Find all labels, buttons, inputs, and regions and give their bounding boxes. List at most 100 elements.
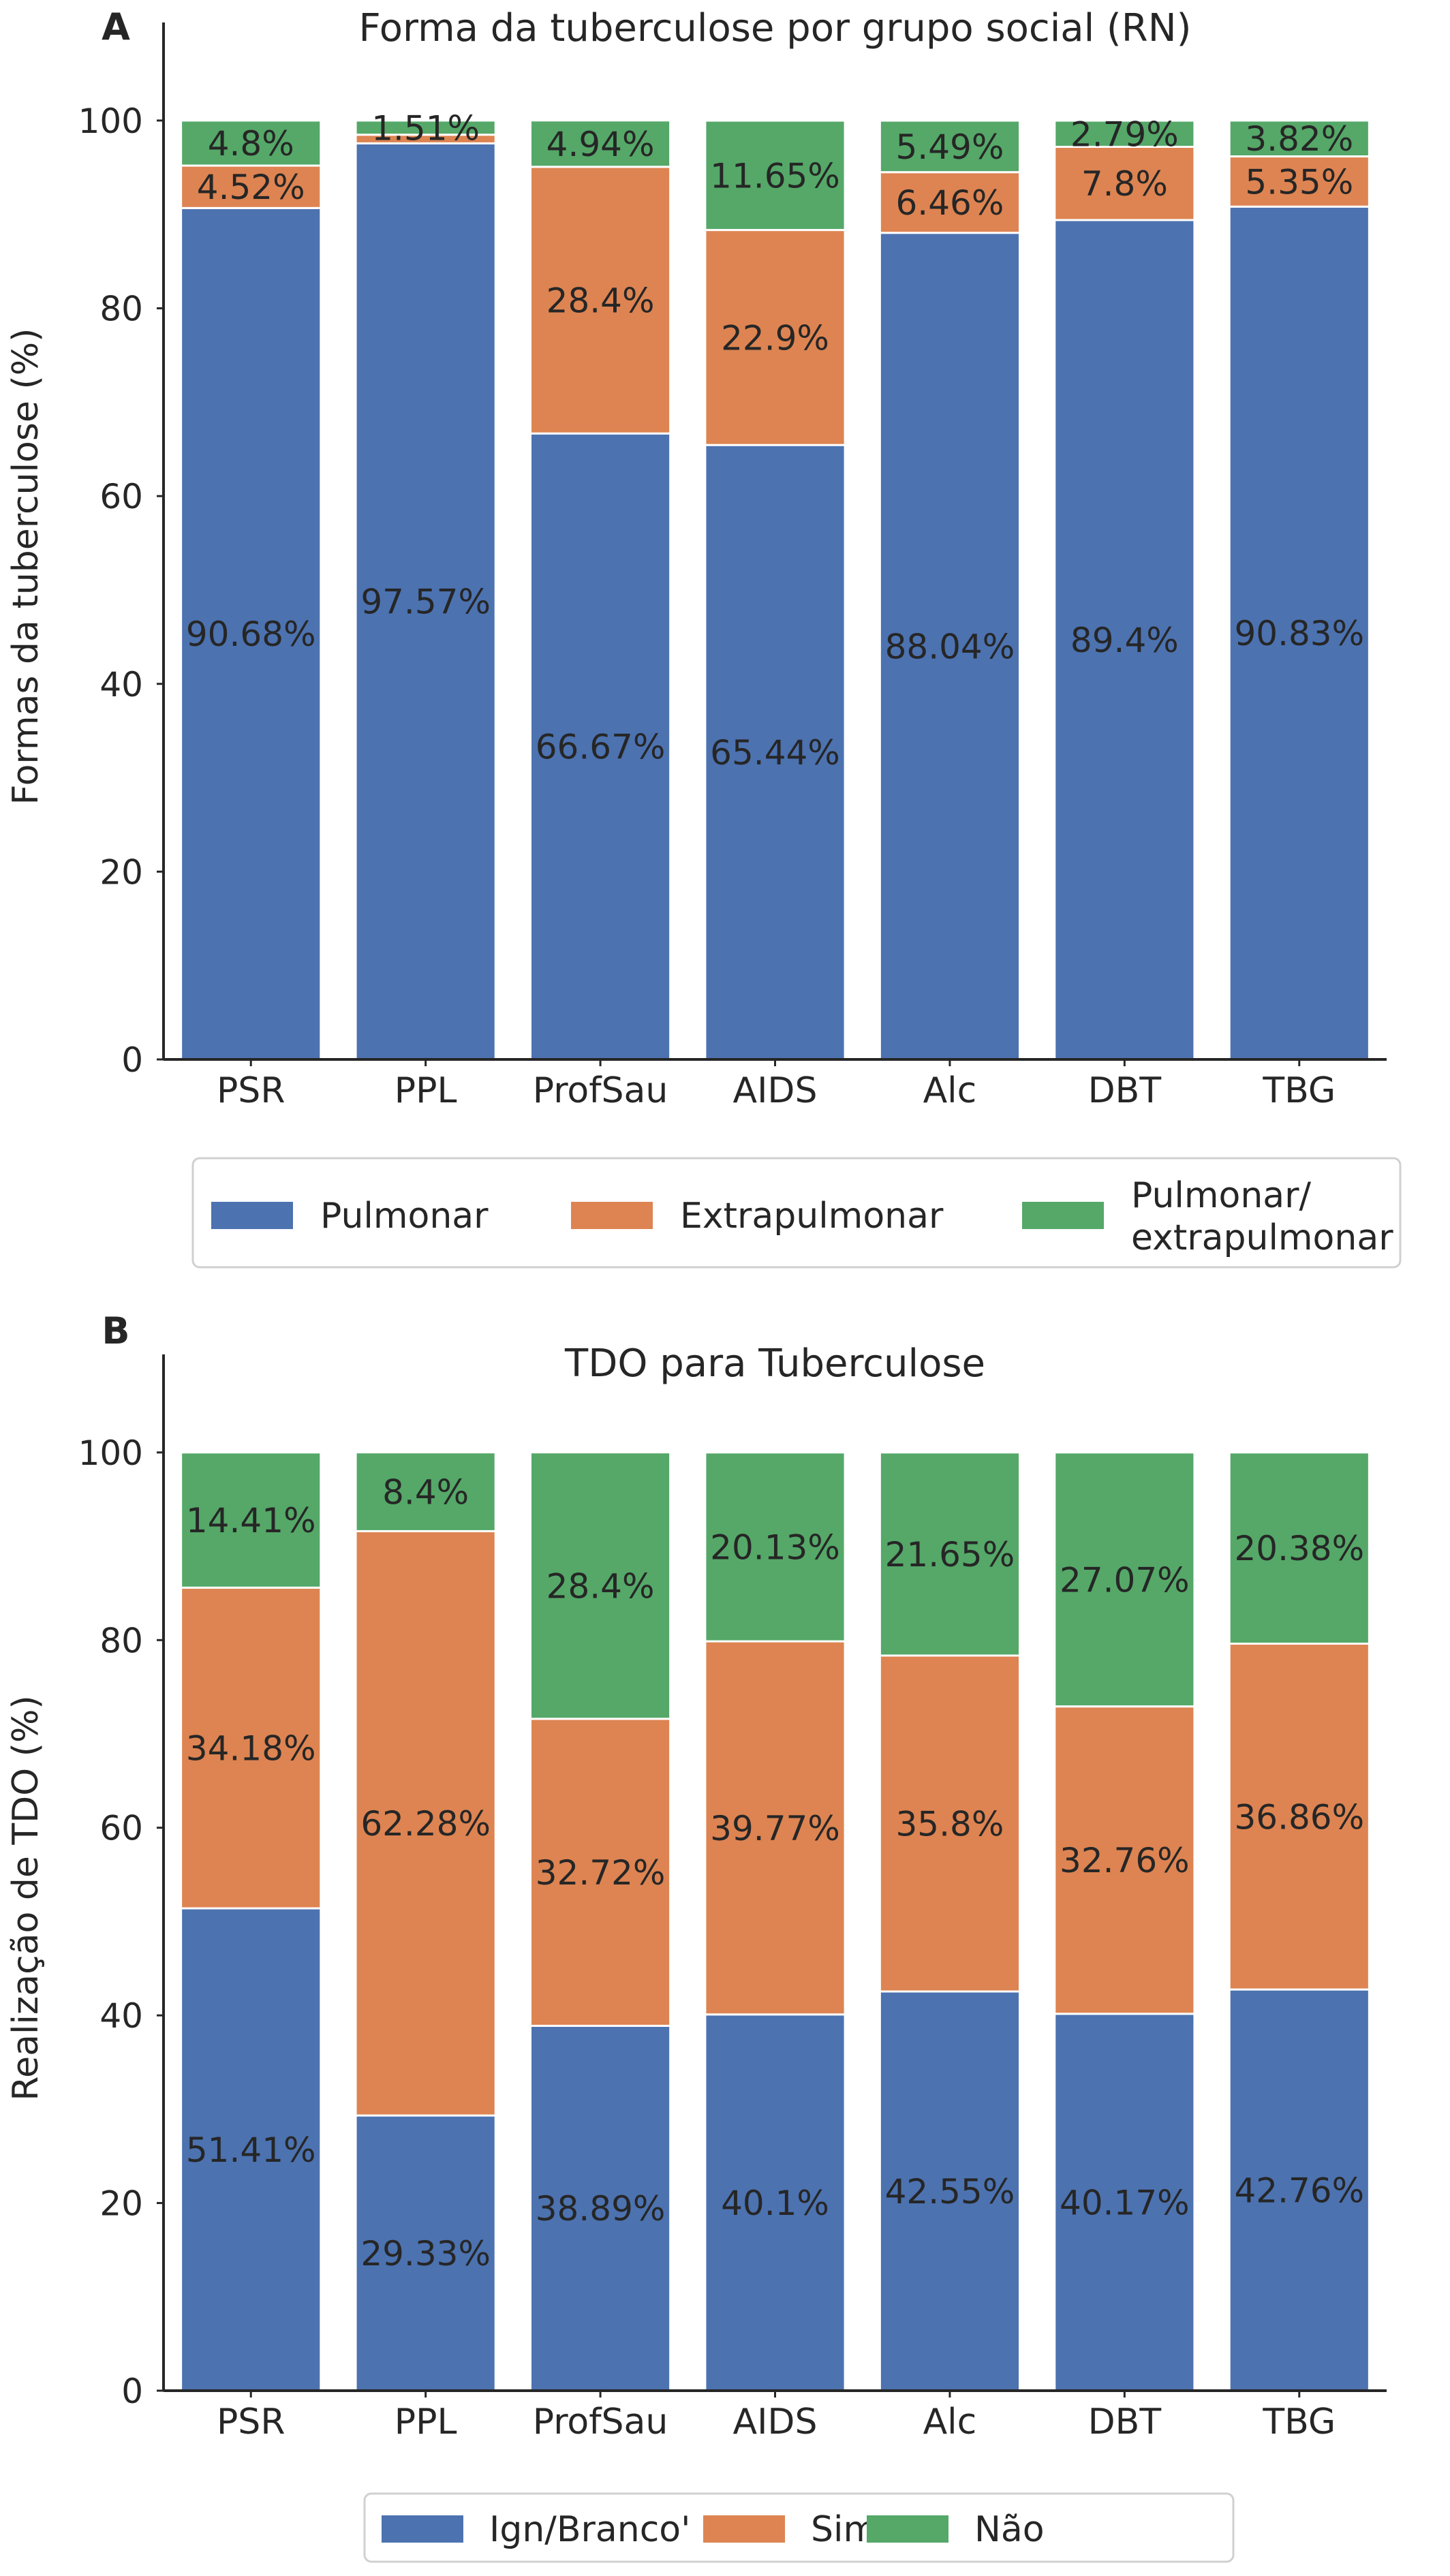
bar-a-ppl-s2 — [354, 119, 497, 136]
bar-b-alc-s0 — [878, 1990, 1021, 2392]
legend-swatch — [867, 2515, 948, 2543]
bar-a-alc-s0 — [878, 232, 1021, 1061]
bar-b-tbg-s2 — [1228, 1451, 1370, 1645]
bar-b-profsau-s2 — [529, 1451, 672, 1720]
data-label: 62.28% — [360, 1804, 491, 1844]
y-tick-label: 100 — [78, 102, 143, 141]
bar-b-dbt-s2 — [1053, 1451, 1196, 1708]
data-label: 11.65% — [710, 156, 840, 196]
legend-swatch — [703, 2515, 785, 2543]
y-tick-label: 20 — [99, 852, 143, 892]
data-label: 40.1% — [721, 2184, 829, 2223]
data-label: 27.07% — [1060, 1560, 1190, 1600]
y-tick-label: 0 — [121, 1040, 143, 1080]
legend-swatch — [571, 1202, 653, 1229]
panel-label: B — [102, 1309, 129, 1352]
x-tick-label: Alc — [923, 1070, 977, 1111]
y-tick-label: 80 — [99, 1621, 143, 1660]
x-tick-label: Alc — [923, 2402, 977, 2442]
bar-b-ppl-s1 — [354, 1530, 497, 2117]
legend-label: Pulmonar/extrapulmonar — [1131, 1175, 1393, 1258]
data-label: 40.17% — [1060, 2183, 1190, 2222]
bar-a-tbg-s2 — [1228, 119, 1370, 158]
legend-label: Pulmonar — [320, 1196, 489, 1237]
data-label: 35.8% — [896, 1805, 1004, 1844]
x-tick-label: DBT — [1088, 1070, 1162, 1111]
bar-a-psr-s0 — [180, 206, 322, 1061]
data-label: 39.77% — [710, 1809, 840, 1848]
legend-label-line: extrapulmonar — [1131, 1217, 1393, 1258]
data-label: 21.65% — [885, 1535, 1015, 1574]
y-tick-label: 60 — [99, 477, 143, 516]
data-label: 20.38% — [1234, 1529, 1364, 1568]
data-label: 5.49% — [896, 127, 1004, 167]
chart-title: TDO para Tuberculose — [564, 1341, 985, 1386]
bar-a-profsau-s0 — [529, 432, 672, 1061]
data-label: 22.9% — [721, 318, 829, 358]
data-label: 90.83% — [1234, 614, 1364, 653]
legend-label: Extrapulmonar — [680, 1196, 944, 1237]
x-tick-label: PPL — [395, 1070, 457, 1111]
y-tick-label: 100 — [78, 1433, 143, 1473]
bar-a-aids-s0 — [704, 444, 846, 1061]
data-label: 65.44% — [710, 733, 840, 773]
x-tick-label: AIDS — [733, 1070, 818, 1111]
y-tick-label: 40 — [99, 1996, 143, 2036]
bar-a-ppl-s0 — [354, 142, 497, 1061]
y-tick-label: 60 — [99, 1809, 143, 1848]
legend-label: Sim — [811, 2509, 878, 2550]
data-label: 32.72% — [536, 1853, 666, 1893]
chart-panel-a: A Forma da tuberculose por grupo social (… — [5, 5, 1402, 1269]
legend-label: Não — [974, 2509, 1045, 2550]
legend-label: Ign/Branco' — [489, 2509, 690, 2550]
y-axis-label: Formas da tuberculose (%) — [5, 328, 46, 805]
data-label: 3.82% — [1245, 119, 1353, 159]
bar-b-alc-s2 — [878, 1451, 1021, 1657]
bar-a-tbg-s1 — [1228, 155, 1370, 208]
y-tick-label: 40 — [99, 665, 143, 704]
y-axis-label: Realização de TDO (%) — [5, 1695, 46, 2100]
data-label: 5.35% — [1245, 162, 1353, 202]
bar-a-alc-s1 — [878, 171, 1021, 234]
bar-b-ppl-s0 — [354, 2114, 497, 2392]
x-tick-label: TBG — [1262, 1070, 1336, 1111]
bar-a-profsau-s2 — [529, 119, 672, 168]
data-label: 2.79% — [1070, 114, 1179, 154]
x-tick-label: ProfSau — [533, 1070, 668, 1111]
bar-b-profsau-s0 — [529, 2024, 672, 2392]
data-label: 4.52% — [197, 168, 305, 207]
data-label: 14.41% — [186, 1501, 316, 1540]
x-tick-label: DBT — [1088, 2402, 1162, 2442]
y-tick-label: 0 — [121, 2372, 143, 2411]
bar-b-ppl-s2 — [354, 1451, 497, 1532]
bar-b-psr-s2 — [180, 1451, 322, 1589]
x-tick-label: PSR — [217, 2402, 286, 2442]
y-tick-label: 20 — [99, 2184, 143, 2224]
legend-box — [191, 1157, 1402, 1269]
bar-a-psr-s2 — [180, 119, 322, 167]
x-tick-label: AIDS — [733, 2402, 818, 2442]
data-label: 32.76% — [1060, 1841, 1190, 1880]
data-label: 7.8% — [1081, 164, 1168, 204]
bar-a-dbt-s2 — [1053, 119, 1196, 148]
x-tick-label: ProfSau — [533, 2402, 668, 2442]
x-tick-label: PPL — [395, 2402, 457, 2442]
data-label: 90.68% — [186, 615, 316, 654]
legend-label-line: Pulmonar/ — [1131, 1175, 1312, 1216]
data-label: 34.18% — [186, 1729, 316, 1769]
legend-swatch — [382, 2515, 463, 2543]
bar-b-psr-s1 — [180, 1586, 322, 1910]
data-label: 89.4% — [1070, 621, 1179, 660]
legend-box — [363, 2492, 1235, 2563]
bar-b-aids-s1 — [704, 1640, 846, 2016]
bar-a-tbg-s0 — [1228, 205, 1370, 1061]
y-tick-label: 80 — [99, 290, 143, 329]
bar-b-tbg-s0 — [1228, 1988, 1370, 2392]
bar-a-alc-s2 — [878, 119, 1021, 174]
data-label: 88.04% — [885, 627, 1015, 666]
legend-swatch — [211, 1202, 293, 1229]
data-label: 4.94% — [546, 125, 655, 164]
data-label: 38.89% — [536, 2189, 666, 2229]
x-tick-label: PSR — [217, 1070, 286, 1111]
